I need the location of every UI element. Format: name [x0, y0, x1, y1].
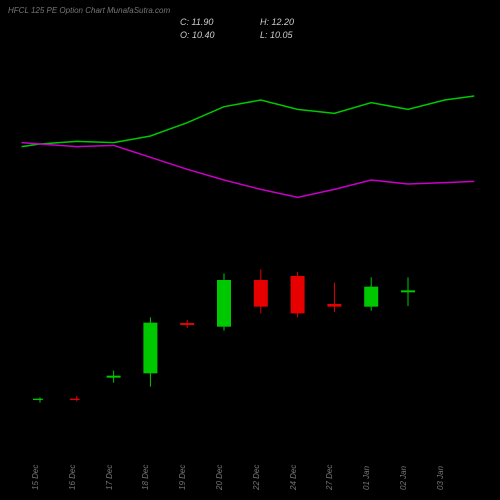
ohlc-col-1: C: 11.90 O: 10.40 [180, 16, 215, 41]
ohlc-col-2: H: 12.20 L: 10.05 [260, 16, 294, 41]
chart-svg [20, 40, 480, 440]
x-tick-label: 27 Dec [325, 465, 334, 490]
x-tick-label: 24 Dec [289, 465, 298, 490]
chart-plot-area [20, 40, 480, 440]
x-tick-label: 15 Dec [31, 465, 40, 490]
x-tick-label: 22 Dec [252, 465, 261, 490]
x-tick-label: 18 Dec [141, 465, 150, 490]
x-tick-label: 03 Jan [436, 466, 445, 490]
x-tick-label: 17 Dec [105, 465, 114, 490]
x-tick-label: 16 Dec [68, 465, 77, 490]
x-tick-label: 20 Dec [215, 465, 224, 490]
x-tick-label: 02 Jan [399, 466, 408, 490]
chart-container: HFCL 125 PE Option Chart MunafaSutra.com… [0, 0, 500, 500]
close-value: C: 11.90 [180, 16, 215, 29]
x-tick-label: 19 Dec [178, 465, 187, 490]
x-tick-label: 01 Jan [362, 466, 371, 490]
high-value: H: 12.20 [260, 16, 294, 29]
x-axis: 15 Dec 16 Dec 17 Dec 18 Dec 19 Dec 20 Dec 22 D… [20, 440, 480, 490]
chart-title: HFCL 125 PE Option Chart MunafaSutra.com [8, 6, 170, 15]
